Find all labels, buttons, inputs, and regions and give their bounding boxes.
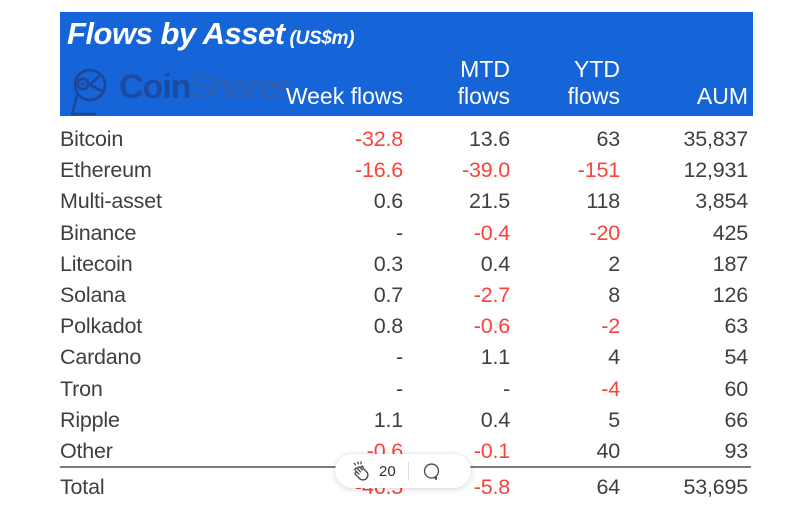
column-headers: Week flows MTD flows YTD flows AUM [60, 56, 753, 110]
ytd-flows-value: -20 [589, 220, 621, 245]
coinshares-wordmark: CoinShares [119, 68, 294, 112]
aum-value: 126 [712, 283, 748, 308]
mtd-flows-value: 13.6 [468, 127, 510, 152]
mtd-flows-value: -39.0 [461, 158, 510, 183]
clap-button[interactable] [349, 460, 372, 483]
asset-name: Ripple [60, 407, 120, 432]
asset-name: Ethereum [60, 158, 152, 183]
figure-title: Flows by Asset (US$m) [67, 16, 355, 52]
total-mtd-flows-value: -5.8 [473, 475, 510, 499]
table-row: Polkadot 0.8 -0.6 -2 63 [60, 311, 753, 342]
table-row: Ethereum -16.6 -39.0 -151 12,931 [60, 155, 753, 186]
ytd-flows-value: -4 [601, 376, 620, 401]
asset-name: Multi-asset [60, 189, 162, 214]
column-header-bottom: flows [457, 83, 510, 109]
brand-light: Shares [190, 68, 294, 106]
coinshares-logo: CoinShares [65, 64, 294, 118]
aum-value: 54 [724, 345, 748, 370]
aum-value: 66 [724, 407, 748, 432]
column-header-bottom: flows [567, 83, 620, 109]
mtd-flows-value: -0.6 [473, 314, 510, 339]
ytd-flows-value: -2 [601, 314, 620, 339]
column-header-top: YTD [574, 56, 620, 82]
week-flows-value: -32.8 [354, 127, 403, 152]
column-header-mtd-flows: MTD flows [403, 56, 510, 110]
asset-name: Solana [60, 283, 126, 308]
title-unit: (US$m) [289, 28, 355, 49]
week-flows-value: 0.7 [373, 283, 403, 308]
column-header-top: MTD [460, 56, 510, 82]
mtd-flows-value: 1.1 [480, 345, 510, 370]
title-text: Flows by Asset [67, 16, 285, 51]
table-row: Tron - - -4 60 [60, 374, 753, 405]
reaction-pill[interactable]: 20 [335, 454, 471, 488]
table-row: Bitcoin -32.8 13.6 63 35,837 [60, 124, 753, 155]
table-row: Multi-asset 0.6 21.5 118 3,854 [60, 186, 753, 217]
aum-value: 63 [724, 314, 748, 339]
asset-name: Binance [60, 220, 137, 245]
total-aum-value: 53,695 [683, 475, 748, 499]
mtd-flows-value: -2.7 [473, 283, 510, 308]
asset-name: Cardano [60, 345, 142, 370]
aum-value: 3,854 [695, 189, 748, 214]
ytd-flows-value: 2 [608, 251, 620, 276]
asset-name: Bitcoin [60, 127, 124, 152]
column-header-week-flows: Week flows [250, 56, 403, 110]
brand-bold: Coin [119, 68, 192, 106]
week-flows-value: 0.6 [373, 189, 403, 214]
table-row: Ripple 1.1 0.4 5 66 [60, 405, 753, 436]
aum-value: 60 [724, 376, 748, 401]
table-header-band: Flows by Asset (US$m) CoinShares Week flo… [60, 12, 753, 116]
week-flows-value: -16.6 [354, 158, 403, 183]
column-header-ytd-flows: YTD flows [510, 56, 620, 110]
mtd-flows-value: 0.4 [480, 407, 510, 432]
mtd-flows-value: -0.4 [473, 220, 510, 245]
ytd-flows-value: 4 [608, 345, 620, 370]
column-header-bottom: Week flows [285, 83, 403, 109]
ytd-flows-value: -151 [577, 158, 620, 183]
column-header-bottom: AUM [696, 83, 748, 109]
asset-name: Other [60, 438, 113, 463]
column-header-aum: AUM [620, 56, 748, 110]
ytd-flows-value: 8 [608, 283, 620, 308]
aum-value: 35,837 [683, 127, 748, 152]
aum-value: 93 [724, 438, 748, 463]
asset-name: Tron [60, 376, 103, 401]
week-flows-value: - [396, 376, 403, 401]
pill-divider [407, 462, 409, 480]
comment-icon [423, 462, 439, 480]
table-row: Cardano - 1.1 4 54 [60, 342, 753, 373]
week-flows-value: - [396, 345, 403, 370]
table-row: Binance - -0.4 -20 425 [60, 218, 753, 249]
week-flows-value: 0.3 [373, 251, 403, 276]
ytd-flows-value: 63 [596, 127, 620, 152]
week-flows-value: 0.8 [373, 314, 403, 339]
aum-value: 12,931 [683, 158, 748, 183]
mtd-flows-value: 0.4 [480, 251, 510, 276]
asset-column-spacer [60, 56, 250, 110]
mtd-flows-value: -0.1 [473, 438, 510, 463]
mtd-flows-value: 21.5 [468, 189, 510, 214]
table-row: Solana 0.7 -2.7 8 126 [60, 280, 753, 311]
clap-count: 20 [379, 462, 396, 480]
coinshares-observatory-icon [70, 68, 107, 116]
comment-button[interactable] [421, 461, 442, 482]
aum-value: 187 [712, 251, 748, 276]
aum-value: 425 [712, 220, 748, 245]
ytd-flows-value: 5 [608, 407, 620, 432]
asset-name: Litecoin [60, 251, 133, 276]
table-row: Litecoin 0.3 0.4 2 187 [60, 249, 753, 280]
table-body: Bitcoin -32.8 13.6 63 35,837 Ethereum -1… [60, 124, 753, 467]
week-flows-value: 1.1 [373, 407, 403, 432]
ytd-flows-value: 40 [596, 438, 620, 463]
total-ytd-flows-value: 64 [596, 475, 620, 499]
total-label: Total [60, 475, 105, 499]
clap-icon [353, 460, 369, 481]
week-flows-value: - [396, 220, 403, 245]
asset-name: Polkadot [60, 314, 143, 339]
mtd-flows-value: - [503, 376, 510, 401]
ytd-flows-value: 118 [586, 189, 620, 214]
